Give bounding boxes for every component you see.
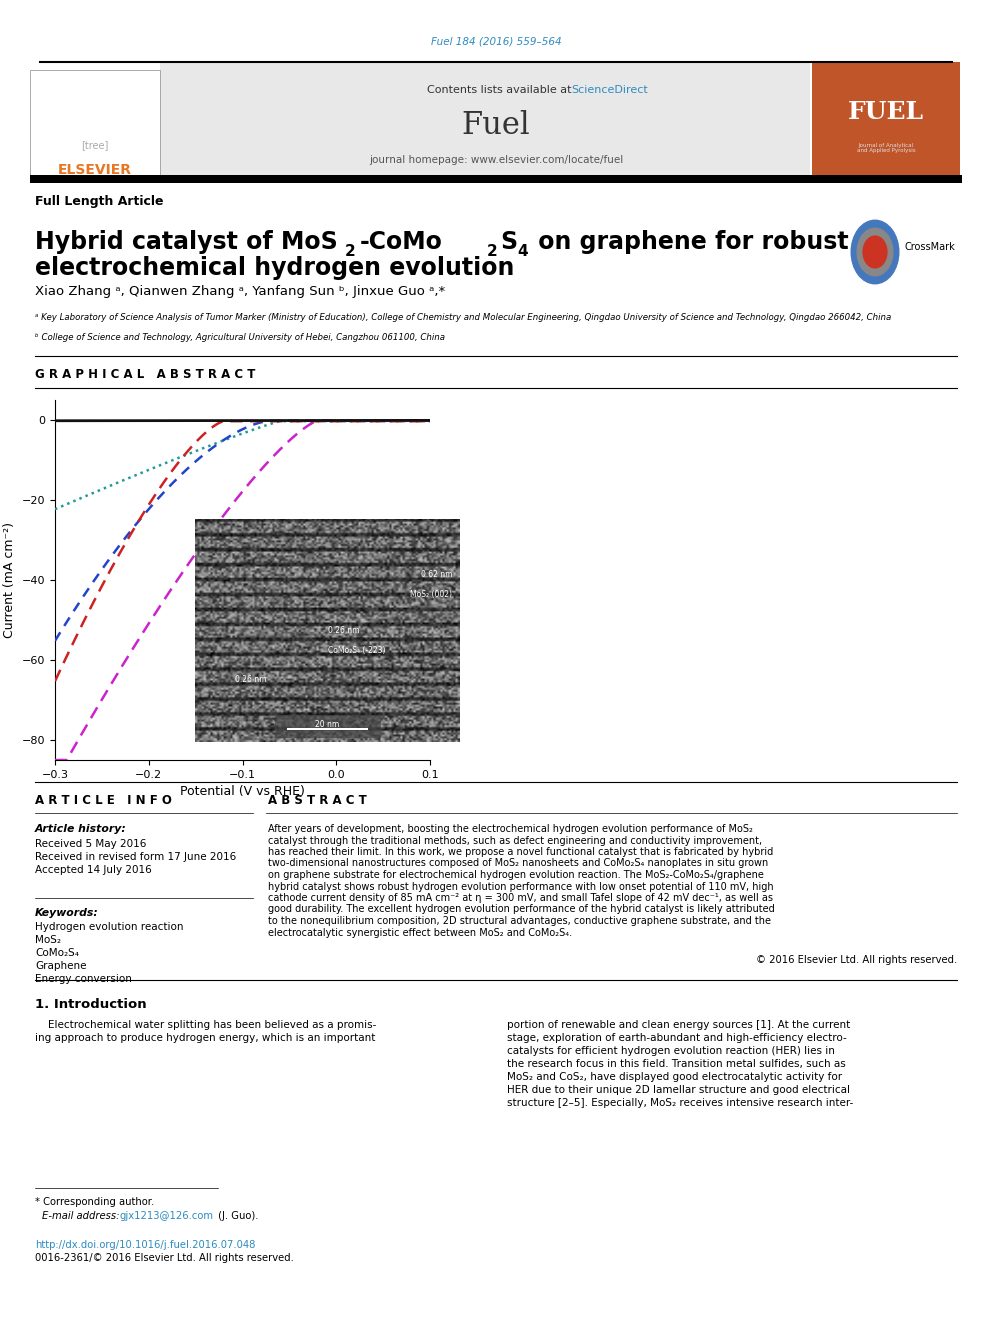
Text: stage, exploration of earth-abundant and high-efficiency electro-: stage, exploration of earth-abundant and…	[507, 1033, 847, 1043]
Text: ᵇ College of Science and Technology, Agricultural University of Hebei, Cangzhou : ᵇ College of Science and Technology, Agr…	[35, 333, 445, 343]
Text: (J. Guo).: (J. Guo).	[215, 1211, 259, 1221]
Text: catalyst through the traditional methods, such as defect engineering and conduct: catalyst through the traditional methods…	[268, 836, 762, 845]
Text: 1. Introduction: 1. Introduction	[35, 999, 147, 1012]
Text: G R A P H I C A L   A B S T R A C T: G R A P H I C A L A B S T R A C T	[35, 368, 255, 381]
Y-axis label: Current (mA cm⁻²): Current (mA cm⁻²)	[3, 523, 16, 638]
Text: two-dimensional nanostructures composed of MoS₂ nanosheets and CoMo₂S₄ nanoplate: two-dimensional nanostructures composed …	[268, 859, 768, 868]
Text: Full Length Article: Full Length Article	[35, 196, 164, 209]
Text: CoMo₂S₄: CoMo₂S₄	[35, 949, 79, 958]
Text: Hydrogen evolution reaction: Hydrogen evolution reaction	[35, 922, 184, 931]
Text: ᵃ Key Laboratory of Science Analysis of Tumor Marker (Ministry of Education), Co: ᵃ Key Laboratory of Science Analysis of …	[35, 314, 891, 321]
Text: MoS₂: MoS₂	[35, 935, 61, 945]
X-axis label: Potential (V vs RHE): Potential (V vs RHE)	[181, 786, 305, 798]
Text: Fuel 184 (2016) 559–564: Fuel 184 (2016) 559–564	[431, 37, 561, 48]
Text: electrocatalytic synergistic effect between MoS₂ and CoMo₂S₄.: electrocatalytic synergistic effect betw…	[268, 927, 572, 938]
Text: 0.26 nm: 0.26 nm	[327, 626, 359, 635]
Text: E-mail address:: E-mail address:	[42, 1211, 119, 1221]
Text: gjx1213@126.com: gjx1213@126.com	[120, 1211, 214, 1221]
Bar	[30, 70, 160, 179]
Text: on graphene for robust: on graphene for robust	[530, 230, 848, 254]
Text: electrochemical hydrogen evolution: electrochemical hydrogen evolution	[35, 255, 515, 280]
Text: ing approach to produce hydrogen energy, which is an important: ing approach to produce hydrogen energy,…	[35, 1033, 375, 1043]
Text: Contents lists available at: Contents lists available at	[427, 85, 571, 95]
Text: hybrid catalyst shows robust hydrogen evolution performance with low onset poten: hybrid catalyst shows robust hydrogen ev…	[268, 881, 774, 892]
Text: to the nonequilibrium composition, 2D structural advantages, conductive graphene: to the nonequilibrium composition, 2D st…	[268, 916, 771, 926]
Text: [tree]: [tree]	[81, 140, 109, 149]
Text: FUEL: FUEL	[848, 101, 924, 124]
Text: HER due to their unique 2D lamellar structure and good electrical: HER due to their unique 2D lamellar stru…	[507, 1085, 850, 1095]
Text: portion of renewable and clean energy sources [1]. At the current: portion of renewable and clean energy so…	[507, 1020, 850, 1031]
Text: -CoMo: -CoMo	[360, 230, 442, 254]
Text: A B S T R A C T: A B S T R A C T	[268, 794, 367, 807]
Text: 0016-2361/© 2016 Elsevier Ltd. All rights reserved.: 0016-2361/© 2016 Elsevier Ltd. All right…	[35, 1253, 294, 1263]
Text: Journal of Analytical
and Applied Pyrolysis: Journal of Analytical and Applied Pyroly…	[857, 143, 916, 153]
Text: good durability. The excellent hydrogen evolution performance of the hybrid cata: good durability. The excellent hydrogen …	[268, 905, 775, 914]
Text: Electrochemical water splitting has been believed as a promis-: Electrochemical water splitting has been…	[35, 1020, 376, 1031]
Text: cathode current density of 85 mA cm⁻² at η = 300 mV, and small Tafel slope of 42: cathode current density of 85 mA cm⁻² at…	[268, 893, 773, 904]
Bar	[30, 175, 962, 183]
Text: structure [2–5]. Especially, MoS₂ receives intensive research inter-: structure [2–5]. Especially, MoS₂ receiv…	[507, 1098, 853, 1107]
Text: A R T I C L E   I N F O: A R T I C L E I N F O	[35, 794, 172, 807]
Text: CrossMark: CrossMark	[905, 242, 955, 251]
Text: ELSEVIER: ELSEVIER	[58, 163, 132, 177]
Text: Energy conversion: Energy conversion	[35, 974, 132, 984]
Text: catalysts for efficient hydrogen evolution reaction (HER) lies in: catalysts for efficient hydrogen evoluti…	[507, 1046, 835, 1056]
Text: Fuel: Fuel	[461, 110, 531, 140]
Text: 4: 4	[517, 243, 528, 259]
Text: 2: 2	[345, 243, 356, 259]
Text: * Corresponding author.: * Corresponding author.	[35, 1197, 154, 1207]
Text: has reached their limit. In this work, we propose a novel functional catalyst th: has reached their limit. In this work, w…	[268, 847, 773, 857]
Text: 2: 2	[487, 243, 498, 259]
Text: Accepted 14 July 2016: Accepted 14 July 2016	[35, 865, 152, 875]
Text: http://dx.doi.org/10.1016/j.fuel.2016.07.048: http://dx.doi.org/10.1016/j.fuel.2016.07…	[35, 1240, 255, 1250]
Text: MoS₂ and CoS₂, have displayed good electrocatalytic activity for: MoS₂ and CoS₂, have displayed good elect…	[507, 1072, 842, 1082]
Text: Article history:: Article history:	[35, 824, 127, 833]
Circle shape	[857, 228, 893, 275]
Text: Keywords:: Keywords:	[35, 908, 99, 918]
Bar	[275, 716, 381, 737]
Text: the research focus in this field. Transition metal sulfides, such as: the research focus in this field. Transi…	[507, 1058, 846, 1069]
Circle shape	[851, 220, 899, 283]
Text: CoMo₂S₄ (-223): CoMo₂S₄ (-223)	[327, 646, 385, 655]
Text: on graphene substrate for electrochemical hydrogen evolution reaction. The MoS₂-: on graphene substrate for electrochemica…	[268, 871, 764, 880]
Text: © 2016 Elsevier Ltd. All rights reserved.: © 2016 Elsevier Ltd. All rights reserved…	[756, 955, 957, 964]
Bar	[160, 62, 810, 175]
Text: Xiao Zhang ᵃ, Qianwen Zhang ᵃ, Yanfang Sun ᵇ, Jinxue Guo ᵃ,*: Xiao Zhang ᵃ, Qianwen Zhang ᵃ, Yanfang S…	[35, 286, 445, 299]
Text: S: S	[500, 230, 517, 254]
Text: 0.62 nm: 0.62 nm	[421, 570, 452, 579]
Text: MoS₂ (002): MoS₂ (002)	[410, 590, 452, 599]
Text: 20 nm: 20 nm	[315, 720, 339, 729]
Text: Received 5 May 2016: Received 5 May 2016	[35, 839, 147, 849]
Bar	[812, 62, 960, 175]
Text: ScienceDirect: ScienceDirect	[571, 85, 649, 95]
Text: Received in revised form 17 June 2016: Received in revised form 17 June 2016	[35, 852, 236, 863]
Circle shape	[863, 235, 887, 267]
Text: Hybrid catalyst of MoS: Hybrid catalyst of MoS	[35, 230, 337, 254]
Text: After years of development, boosting the electrochemical hydrogen evolution perf: After years of development, boosting the…	[268, 824, 753, 833]
Text: 0.26 nm: 0.26 nm	[235, 675, 266, 684]
Text: Graphene: Graphene	[35, 960, 86, 971]
Text: journal homepage: www.elsevier.com/locate/fuel: journal homepage: www.elsevier.com/locat…	[369, 155, 623, 165]
